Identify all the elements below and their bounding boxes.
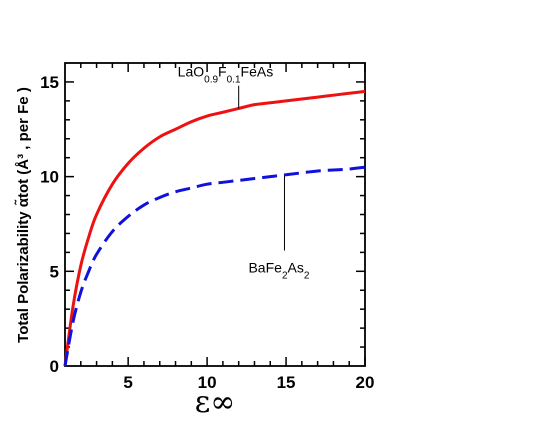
axis-ticks: 5 10 15 20 0 5 10 15	[40, 63, 374, 392]
x-axis-label: ε∞	[195, 385, 236, 420]
series-label-1: LaO0.9F0.1FeAs	[178, 63, 274, 85]
series-layer	[63, 89, 366, 367]
annotation-layer: LaO0.9F0.1FeAs BaFe2As2	[178, 63, 310, 281]
series-line-1	[63, 89, 366, 367]
y-tick-label: 10	[40, 168, 59, 187]
x-tick-label: 20	[356, 373, 375, 392]
x-tick-label: 10	[198, 373, 217, 392]
y-tick-label: 0	[50, 357, 59, 376]
x-tick-label: 5	[123, 373, 132, 392]
y-tick-label: 5	[50, 262, 59, 281]
series-label-2: BaFe2As2	[248, 259, 309, 281]
x-tick-label: 15	[277, 373, 296, 392]
y-tick-label: 15	[40, 73, 59, 92]
plot-area	[64, 62, 366, 367]
series-line-2	[63, 165, 366, 367]
y-axis-label: Total Polarizability α̃tot (Å³ , per Fe …	[14, 87, 32, 343]
